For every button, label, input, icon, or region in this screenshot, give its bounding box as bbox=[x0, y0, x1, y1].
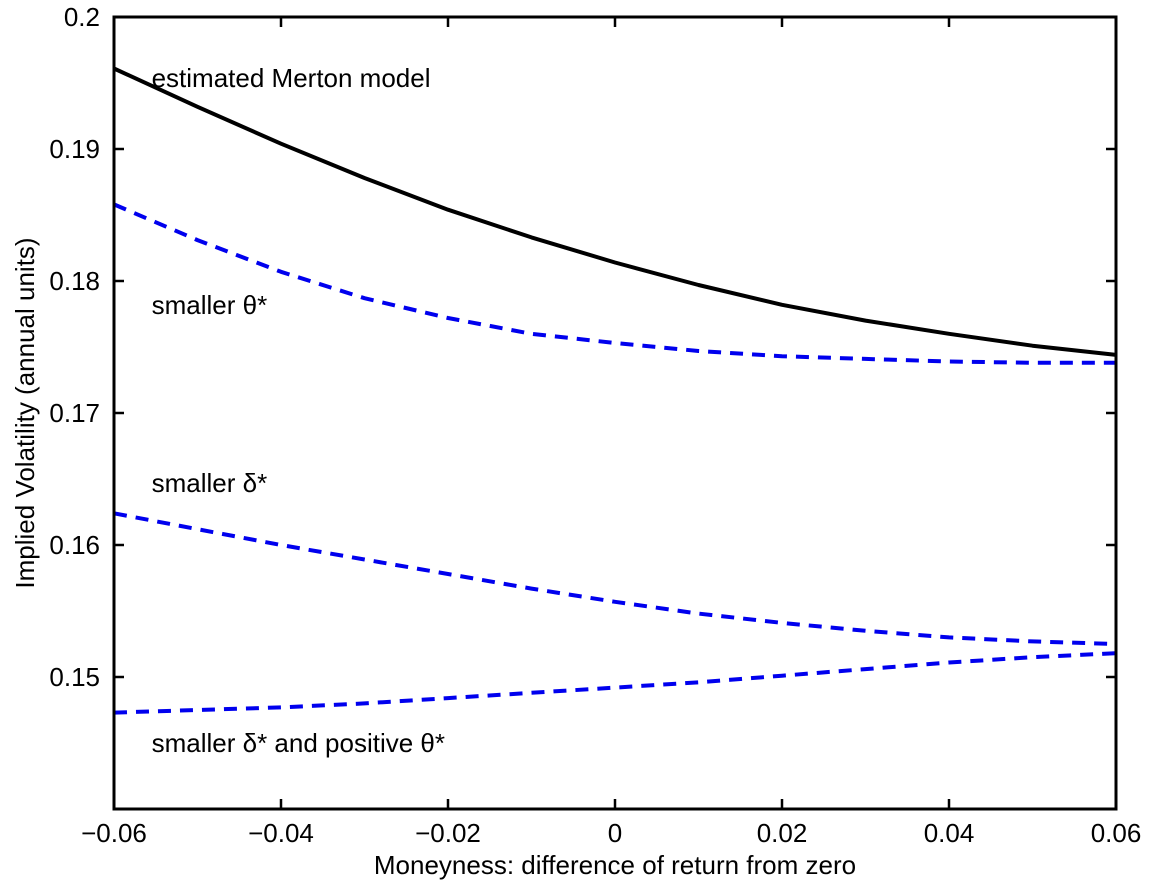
series-annotation-4: smaller δ* and positive θ* bbox=[152, 728, 445, 758]
y-tick-label: 0.16 bbox=[49, 530, 100, 560]
y-tick-label: 0.17 bbox=[49, 398, 100, 428]
x-tick-label: 0 bbox=[608, 818, 622, 848]
series-annotation-2: smaller θ* bbox=[152, 290, 268, 320]
series-layer bbox=[113, 66, 1117, 715]
series-line-3 bbox=[113, 511, 1117, 646]
series-line-1 bbox=[113, 66, 1117, 357]
series-line-2 bbox=[113, 202, 1116, 365]
x-tick-label: −0.04 bbox=[248, 818, 314, 848]
series-line-4 bbox=[113, 651, 1117, 715]
x-tick-label: 0.02 bbox=[757, 818, 808, 848]
y-tick-label: 0.15 bbox=[49, 662, 100, 692]
x-tick-label: −0.06 bbox=[81, 818, 147, 848]
x-tick-label: 0.04 bbox=[924, 818, 975, 848]
y-tick-label: 0.19 bbox=[49, 134, 100, 164]
x-tick-label: 0.06 bbox=[1091, 818, 1142, 848]
y-tick-label: 0.2 bbox=[64, 2, 100, 32]
x-tick-label: −0.02 bbox=[415, 818, 481, 848]
y-tick-label: 0.18 bbox=[49, 266, 100, 296]
y-axis-label: Implied Volatility (annual units) bbox=[10, 237, 40, 588]
plot-frame bbox=[112, 15, 1118, 811]
series-annotation-3: smaller δ* bbox=[152, 468, 268, 498]
x-axis-label: Moneyness: difference of return from zer… bbox=[374, 850, 856, 880]
annotation-layer: estimated Merton model smaller θ* smaller … bbox=[152, 63, 445, 758]
tick-layer: −0.06 −0.04 −0.02 0 0.02 0.04 0.06 0.15 0.16 0.17… bbox=[49, 2, 1141, 848]
series-annotation-1: estimated Merton model bbox=[152, 63, 431, 93]
